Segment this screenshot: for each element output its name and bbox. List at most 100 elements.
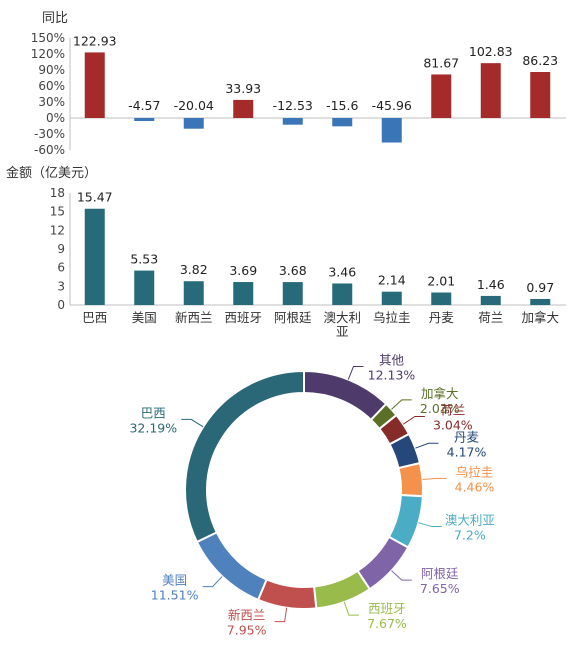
donut-leader-line <box>274 607 288 623</box>
yoy-value-label: -12.53 <box>273 98 313 113</box>
donut-slice-percent: 4.17% <box>447 444 487 459</box>
donut-slice-percent: 7.95% <box>227 623 267 638</box>
yoy-bar <box>282 118 303 125</box>
amount-value-label: 15.47 <box>77 190 113 205</box>
donut-leader-line <box>391 570 412 581</box>
donut-slice-percent: 7.65% <box>420 581 460 596</box>
amount-bar <box>134 270 155 305</box>
amount-tick-label: 9 <box>57 242 65 256</box>
donut-slice <box>195 531 268 602</box>
donut-slice <box>312 569 372 610</box>
yoy-bar <box>134 118 155 121</box>
category-label: 荷兰 <box>478 310 503 325</box>
donut-leader-line <box>422 477 447 481</box>
amount-bar <box>381 291 402 305</box>
yoy-bar <box>84 52 105 118</box>
yoy-value-label: 102.83 <box>469 44 513 59</box>
yoy-tick-label: 60% <box>38 79 65 93</box>
donut-slice-name: 西班牙 <box>368 601 406 616</box>
yoy-bar <box>480 63 501 118</box>
yoy-bar <box>332 118 353 127</box>
amount-value-label: 2.01 <box>427 273 455 288</box>
donut-slice <box>184 369 305 544</box>
donut-slice-name: 澳大利亚 <box>445 513 495 528</box>
donut-slice-percent: 3.04% <box>433 417 473 432</box>
category-label: 美国 <box>132 310 157 325</box>
yoy-bar <box>530 72 551 118</box>
amount-bar-chart: 金额（亿美元） 18 15 12 9 6 3 0 15.47 5.53 3.82 3.69 3.68… <box>6 165 566 339</box>
amount-bar <box>480 295 501 305</box>
amount-value-label: 3.82 <box>180 262 208 277</box>
donut-leader-line <box>402 415 425 425</box>
yoy-value-label: -20.04 <box>174 98 214 113</box>
donut-slice-percent: 7.67% <box>367 616 407 631</box>
category-label: 巴西 <box>82 310 107 325</box>
amount-bar <box>183 281 204 305</box>
yoy-tick-label: 30% <box>38 95 65 109</box>
yoy-value-label: -45.96 <box>372 98 412 113</box>
category-label: 新西兰 <box>175 310 213 325</box>
yoy-tick-label: 120% <box>31 47 65 61</box>
donut-slice-name: 丹麦 <box>454 429 480 444</box>
donut-slice-percent: 7.2% <box>454 528 486 543</box>
amount-tick-label: 18 <box>50 186 65 200</box>
category-label: 乌拉圭 <box>373 310 411 325</box>
yoy-tick-label: -30% <box>34 127 65 141</box>
donut-slice-percent: 2.03% <box>420 401 460 416</box>
donut-slice-name: 加拿大 <box>421 386 459 401</box>
yoy-value-label: 86.23 <box>522 53 558 68</box>
donut-leader-line <box>347 366 364 380</box>
donut-slice-name: 阿根廷 <box>421 566 459 581</box>
donut-slice <box>256 578 318 610</box>
category-label: 亚 <box>336 324 349 339</box>
donut-slice-name: 巴西 <box>141 405 166 420</box>
amount-bar <box>332 283 353 305</box>
amount-bar <box>530 298 551 305</box>
yoy-value-label: 33.93 <box>225 81 261 96</box>
category-label: 丹麦 <box>429 310 455 325</box>
amount-axis-title: 金额（亿美元） <box>6 165 97 181</box>
amount-value-label: 3.68 <box>279 263 307 278</box>
donut-slice-name: 荷兰 <box>440 402 465 417</box>
amount-tick-label: 15 <box>50 205 65 219</box>
donut-leader-line <box>391 399 412 410</box>
yoy-bar <box>381 118 402 143</box>
category-label: 阿根廷 <box>274 310 312 325</box>
amount-value-label: 3.69 <box>229 263 257 278</box>
yoy-bar <box>183 118 204 129</box>
amount-bar <box>431 292 452 305</box>
amount-bar <box>282 282 303 305</box>
yoy-value-label: 81.67 <box>423 55 459 70</box>
category-label: 澳大利 <box>323 310 361 325</box>
amount-bar <box>84 208 105 305</box>
yoy-axis-title: 同比 <box>42 11 68 26</box>
yoy-value-label: -15.6 <box>326 98 358 113</box>
donut-slice-percent: 4.46% <box>455 479 495 494</box>
amount-value-label: 0.97 <box>526 280 554 295</box>
yoy-bar <box>431 74 452 118</box>
donut-slice <box>397 461 424 498</box>
yoy-value-label: -4.57 <box>128 98 160 113</box>
yoy-bar <box>233 99 254 118</box>
donut-slice-name: 美国 <box>162 573 187 588</box>
amount-tick-label: 3 <box>57 279 65 293</box>
category-label: 加拿大 <box>521 310 559 325</box>
donut-slice-percent: 11.51% <box>151 588 199 603</box>
amount-value-label: 5.53 <box>130 252 158 267</box>
yoy-value-label: 122.93 <box>73 33 117 48</box>
amount-tick-label: 6 <box>57 261 65 275</box>
yoy-tick-label: 150% <box>31 31 65 45</box>
donut-slice-name: 乌拉圭 <box>456 464 494 479</box>
donut-leader-line <box>181 418 204 428</box>
yoy-tick-label: -60% <box>34 143 65 157</box>
donut-slice-name: 新西兰 <box>228 608 266 623</box>
donut-leader-line <box>202 576 223 588</box>
amount-tick-label: 0 <box>57 298 65 312</box>
yoy-bar-chart: 同比 150% 120% 90% 60% 30% 0% -30% -60% 122.93 -4.… <box>31 11 566 157</box>
amount-bar <box>233 282 254 305</box>
donut-leader-line <box>418 522 442 528</box>
yoy-tick-label: 90% <box>38 63 65 77</box>
yoy-tick-label: 0% <box>46 111 65 125</box>
